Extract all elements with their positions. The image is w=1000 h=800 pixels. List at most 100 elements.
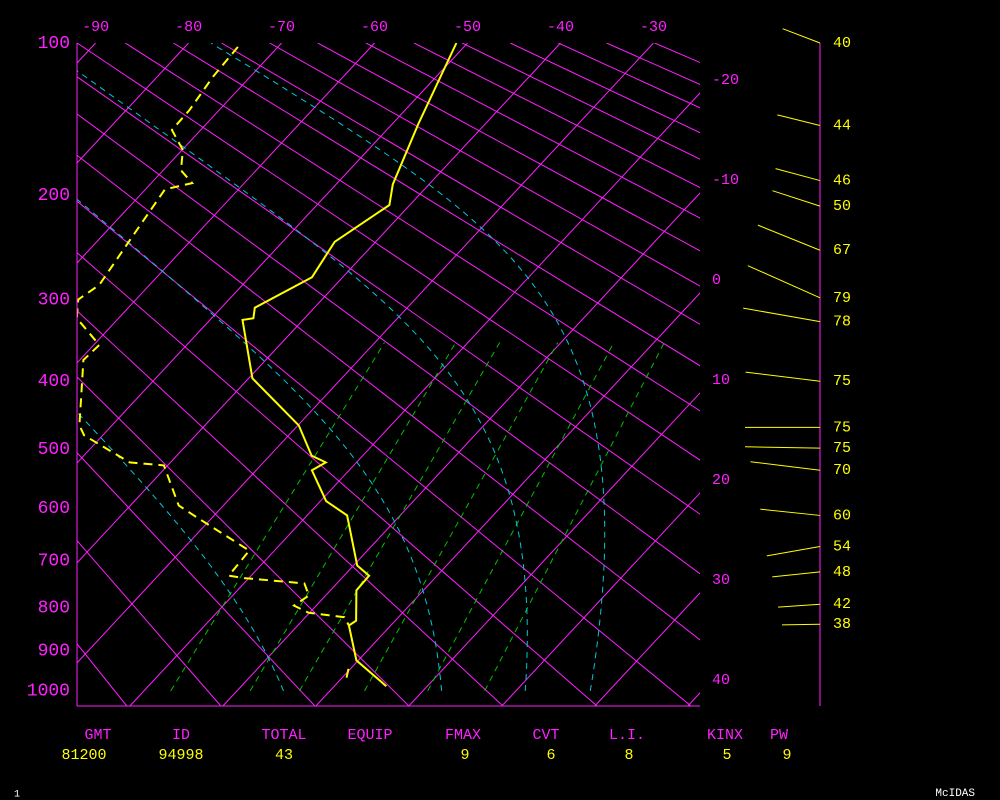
dry-adiabat [77, 252, 598, 706]
isotherm [77, 43, 282, 264]
wind-speed-label: 50 [833, 198, 851, 215]
stat-value: 8 [624, 747, 633, 764]
dry-adiabat [77, 200, 692, 706]
isotherm [77, 43, 375, 364]
wind-speed-label: 60 [833, 507, 851, 524]
wind-line [772, 190, 821, 207]
stat-value: 94998 [158, 747, 203, 764]
y-tick-label: 700 [38, 551, 70, 571]
stat-label: ID [172, 727, 190, 744]
isotherm-label: 10 [712, 372, 730, 389]
moist-adiabat [210, 43, 606, 691]
wind-line [781, 623, 821, 626]
stat-value: 9 [460, 747, 469, 764]
moist-adiabat [77, 411, 284, 692]
isotherm [77, 43, 468, 464]
wind-speed-label: 38 [833, 616, 851, 633]
dry-adiabat [413, 43, 700, 189]
stat-label: TOTAL [261, 727, 306, 744]
isotherm [77, 43, 189, 164]
wind-line [745, 446, 821, 449]
x-tick-label: -80 [175, 19, 202, 36]
stat-label: EQUIP [347, 727, 392, 744]
moist-adiabat [77, 198, 442, 691]
isotherm [77, 43, 654, 664]
wind-speed-label: 70 [833, 462, 851, 479]
y-tick-label: 1000 [27, 682, 70, 702]
mixing-ratio-line [298, 342, 501, 692]
wind-speed-label: 42 [833, 596, 851, 613]
dry-adiabat [77, 376, 410, 706]
wind-speed-label: 46 [833, 173, 851, 190]
y-tick-label: 200 [38, 186, 70, 206]
labels: -90 -80 -70 -60 -50 -40 -30 -20 -10 0 10 20 30 40 100 2… [27, 19, 851, 702]
x-tick-label: -90 [82, 19, 109, 36]
dry-adiabat [77, 539, 222, 706]
y-tick-label: 300 [38, 290, 70, 310]
stat-value: 5 [722, 747, 731, 764]
wind-line [760, 508, 821, 516]
y-tick-label: 600 [38, 499, 70, 519]
y-tick-label: 800 [38, 599, 70, 619]
y-tick-label: 400 [38, 372, 70, 392]
plot-area [77, 43, 700, 706]
isotherm [129, 92, 700, 706]
y-tick-label: 500 [38, 440, 70, 460]
dry-adiabat [124, 43, 700, 412]
dry-adiabat [173, 43, 700, 367]
wind-line [775, 168, 821, 182]
wind-speed-label: 40 [833, 35, 851, 52]
x-tick-label: -30 [640, 19, 667, 36]
dry-adiabat [317, 43, 700, 252]
wind-speed-label: 75 [833, 419, 851, 436]
wind-speed-label: 79 [833, 290, 851, 307]
stat-label: L.I. [609, 727, 645, 744]
dry-adiabat [269, 43, 700, 287]
y-tick-label: 100 [38, 34, 70, 54]
wind-speed-label: 75 [833, 440, 851, 457]
wind-line [750, 461, 821, 471]
isotherm-label: 30 [712, 572, 730, 589]
mixing-ratio-line [170, 342, 385, 692]
temperature-line [241, 43, 458, 687]
dry-adiabat [77, 310, 504, 706]
dry-adiabat [77, 43, 700, 461]
x-tick-label: -40 [547, 19, 574, 36]
mixing-ratio-line [249, 342, 457, 692]
stat-label: PW [770, 727, 788, 744]
stat-label: KINX [707, 727, 743, 744]
isotherm [501, 492, 700, 706]
wind-speed-label: 67 [833, 242, 851, 259]
isotherm-label: -10 [712, 172, 739, 189]
stat-label: GMT [84, 727, 111, 744]
wind-line [766, 546, 821, 557]
wind-line [777, 114, 821, 126]
wind-speed-label: 48 [833, 564, 851, 581]
brand: McIDAS [935, 788, 975, 800]
wind-line [745, 371, 821, 382]
isotherm-label: 40 [712, 672, 730, 689]
wind-line [743, 307, 821, 323]
moist-adiabat [77, 70, 528, 691]
wind-line [757, 224, 821, 251]
wind-speed-label: 44 [833, 117, 851, 134]
isotherm [222, 192, 700, 706]
stat-value: 9 [782, 747, 791, 764]
dry-adiabat [77, 113, 700, 575]
stat-value: 43 [275, 747, 293, 764]
page-number: 1 [14, 790, 20, 800]
isotherm-label: -20 [712, 72, 739, 89]
stat-value: 6 [546, 747, 555, 764]
dry-adiabat [77, 154, 700, 641]
dry-adiabat [365, 43, 700, 219]
wind-speed-label: 54 [833, 539, 851, 556]
mixing-ratio-line [364, 342, 559, 692]
dry-adiabat [77, 76, 700, 515]
isotherm [315, 292, 700, 706]
wind-line [747, 265, 821, 299]
wind-line [782, 28, 821, 44]
dry-adiabat [461, 43, 700, 160]
isotherm [594, 592, 700, 706]
